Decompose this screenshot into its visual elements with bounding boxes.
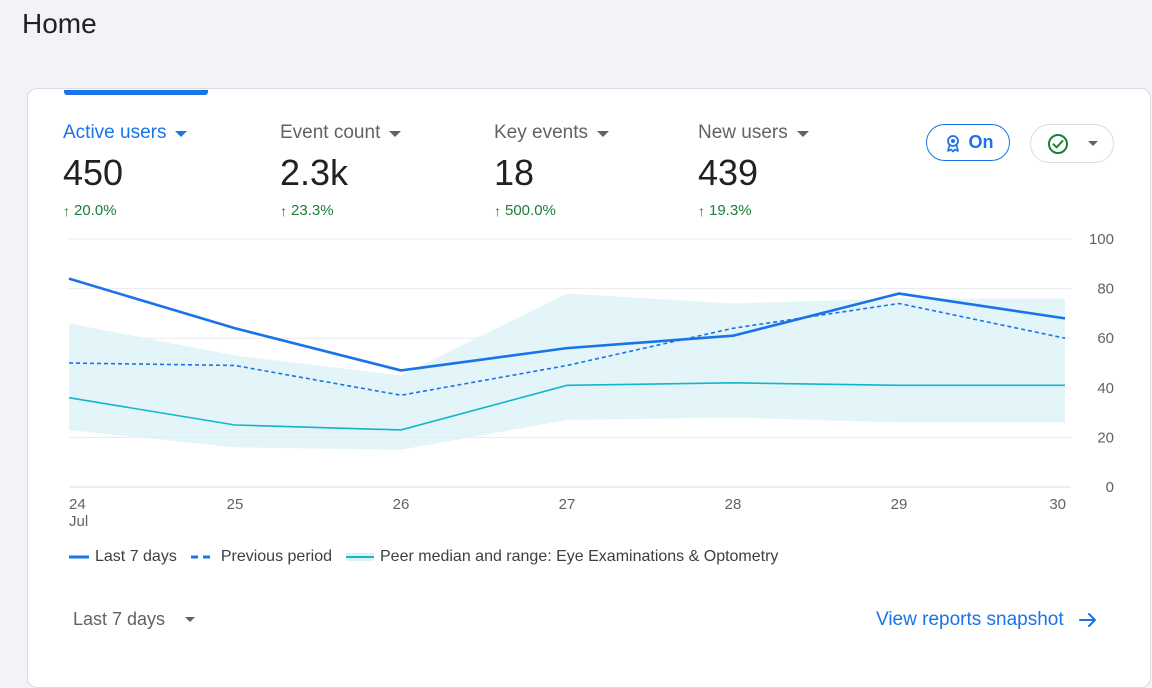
metric-label: Event count (280, 122, 381, 143)
metric-change: ↑ 500.0% (494, 202, 609, 219)
x-tick-label: 28 (725, 496, 742, 513)
metric-label: Key events (494, 122, 588, 143)
arrow-right-icon (1078, 613, 1096, 627)
dashed-line-swatch (190, 555, 215, 559)
metric-change: ↑ 20.0% (63, 202, 187, 219)
metric-value: 439 (698, 152, 759, 193)
date-range-label: Last 7 days (73, 609, 166, 629)
arrow-up-icon: ↑ (63, 202, 70, 219)
caret-down-icon (1088, 141, 1098, 146)
previous-period-line (68, 302, 1066, 397)
caret-down-icon (796, 131, 809, 137)
legend-item-peer-median: Peer median and range: Eye Examinations … (346, 548, 778, 566)
view-reports-snapshot-link[interactable]: View reports snapshot (876, 609, 1098, 631)
benchmark-toggle-label: On (968, 132, 994, 152)
metric-key-events-selector[interactable]: Key events (494, 122, 609, 144)
caret-down-icon (389, 131, 402, 137)
legend-item-previous-period: Previous period (190, 548, 332, 566)
caret-down-icon (597, 131, 609, 137)
metric-change-value: 19.3% (709, 202, 752, 219)
metric-new-users[interactable]: New users 439 ↑ 19.3% (698, 122, 809, 219)
active-tab-indicator (64, 90, 208, 95)
metric-new-users-selector[interactable]: New users (698, 122, 809, 144)
arrow-up-icon: ↑ (698, 202, 705, 219)
y-tick-label: 0 (1106, 479, 1114, 496)
peer-range-band (69, 293, 1065, 450)
active-users-chart: 0 20 40 60 80 100 24 25 26 27 28 29 30 Jul (68, 231, 1114, 530)
solid-line-swatch (69, 555, 89, 559)
peer-median-line (68, 382, 1065, 431)
check-circle-icon (1048, 133, 1068, 154)
metric-change-value: 20.0% (74, 202, 117, 219)
metric-change: ↑ 23.3% (280, 202, 401, 219)
metric-value: 18 (494, 152, 535, 193)
metric-value: 2.3k (280, 152, 349, 193)
y-tick-label: 60 (1097, 330, 1114, 347)
x-tick-label: 25 (227, 496, 244, 513)
data-quality-dropdown[interactable] (1030, 124, 1114, 163)
x-tick-label: 26 (393, 496, 410, 513)
benchmark-toggle-button[interactable]: On (926, 124, 1010, 161)
snapshot-link-label: View reports snapshot (876, 609, 1064, 630)
caret-down-icon (185, 617, 196, 622)
y-tick-label: 100 (1089, 231, 1114, 248)
metric-key-events[interactable]: Key events 18 ↑ 500.0% (494, 122, 609, 219)
x-tick-label: 27 (559, 496, 576, 513)
metric-label: Active users (63, 122, 167, 143)
metric-change-value: 500.0% (505, 202, 556, 219)
legend-label: Last 7 days (95, 548, 177, 565)
last-7-days-line (68, 277, 1066, 372)
y-tick-label: 80 (1097, 281, 1114, 298)
date-range-dropdown[interactable]: Last 7 days (73, 609, 196, 630)
metric-label: New users (698, 122, 788, 143)
chart-legend: Last 7 days Previous period Peer median … (69, 548, 792, 566)
arrow-up-icon: ↑ (494, 202, 501, 219)
metric-active-users[interactable]: Active users 450 ↑ 20.0% (63, 122, 188, 219)
x-sublabel-month: Jul (69, 513, 88, 530)
legend-label: Previous period (220, 548, 332, 565)
metric-change: ↑ 19.3% (698, 202, 809, 219)
x-tick-label: 24 (69, 496, 86, 513)
metric-change-value: 23.3% (291, 202, 334, 219)
caret-down-icon (175, 131, 188, 137)
y-tick-label: 20 (1097, 429, 1114, 446)
metric-event-count[interactable]: Event count 2.3k ↑ 23.3% (280, 122, 402, 219)
x-tick-label: 29 (891, 496, 908, 513)
legend-item-last-7-days: Last 7 days (69, 548, 177, 566)
band-swatch (346, 553, 374, 561)
y-tick-label: 40 (1097, 380, 1114, 397)
metric-event-count-selector[interactable]: Event count (280, 122, 402, 144)
arrow-up-icon: ↑ (280, 202, 287, 219)
legend-label: Peer median and range: Eye Examinations … (380, 548, 779, 565)
page-title: Home (22, 8, 97, 39)
x-tick-label: 30 (1049, 496, 1066, 513)
ribbon-badge-icon (946, 134, 959, 152)
metric-active-users-selector[interactable]: Active users (63, 122, 188, 144)
metric-value: 450 (63, 152, 124, 193)
